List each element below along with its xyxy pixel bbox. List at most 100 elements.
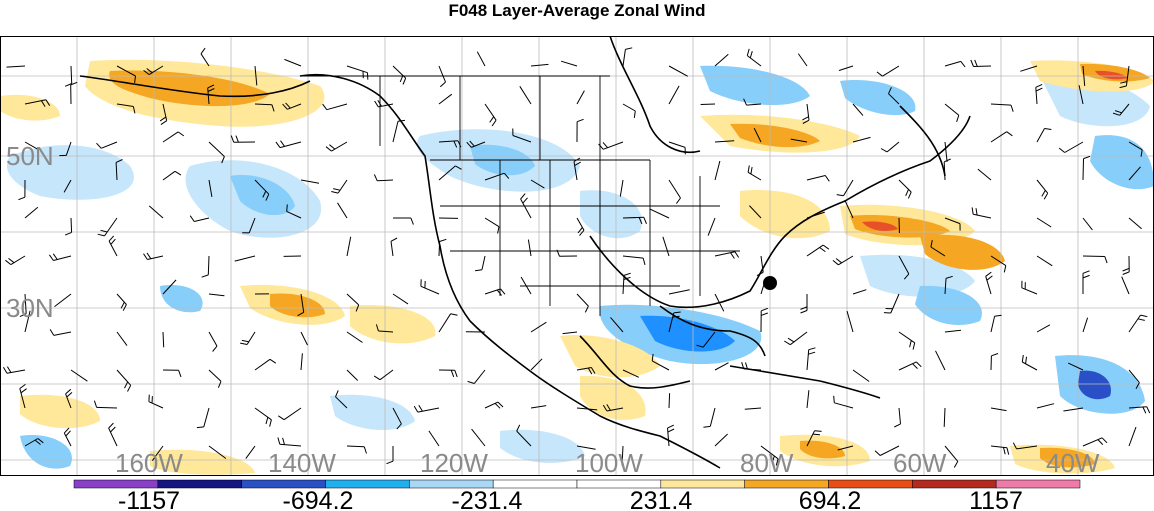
- wind-barb-flag: [623, 276, 631, 280]
- wind-barb-flag: [331, 191, 339, 194]
- wind-barb: [116, 369, 132, 386]
- wind-barb: [476, 51, 486, 67]
- wind-barb-flag: [1104, 256, 1108, 264]
- wind-barb: [1128, 314, 1141, 333]
- wind-barb-flag: [750, 167, 753, 175]
- wind-barb: [254, 103, 272, 106]
- wind-barb: [346, 293, 360, 306]
- wind-barb-flag: [800, 310, 808, 314]
- wind-barb: [852, 136, 871, 143]
- wind-barb-flag: [835, 258, 842, 264]
- wind-barb: [943, 161, 946, 181]
- shade-area: [1040, 447, 1095, 468]
- wind-barb-flag: [915, 361, 922, 368]
- wind-barb-flag: [143, 253, 148, 260]
- wind-barb-flag: [808, 347, 816, 351]
- wind-barb-flag: [994, 314, 1002, 317]
- wind-barb-flag: [322, 103, 328, 110]
- wind-barb-flag: [1135, 382, 1140, 389]
- colorbar-label: -694.2: [283, 487, 354, 511]
- wind-barb: [977, 168, 992, 181]
- wind-barb: [760, 445, 779, 460]
- wind-barb-flag: [390, 237, 398, 242]
- wind-barb-flag: [413, 405, 419, 413]
- wind-barb-flag: [19, 313, 27, 318]
- wind-barb: [651, 360, 670, 371]
- longitude-label-40w: 40W: [1046, 448, 1100, 476]
- wind-barb-flag: [207, 88, 215, 92]
- wind-barb: [898, 255, 910, 275]
- wind-barb: [1035, 87, 1038, 105]
- wind-barb-flag: [747, 165, 750, 173]
- wind-barb-flag: [819, 247, 826, 253]
- wind-barb-flag: [522, 197, 528, 204]
- wind-barb-flag: [110, 238, 116, 245]
- wind-barb-flag: [8, 258, 15, 264]
- wind-barb-flag: [734, 251, 740, 258]
- wind-barb-flag: [34, 439, 41, 445]
- wind-barb: [481, 255, 486, 270]
- wind-barb: [1036, 217, 1052, 228]
- wind-barb-flag: [65, 388, 72, 395]
- wind-barb-flag: [386, 460, 394, 465]
- wind-barb: [428, 430, 440, 447]
- wind-barbs: [2, 47, 1151, 468]
- wind-barb-flag: [143, 70, 150, 75]
- wind-barb: [944, 217, 961, 225]
- shade-area: [920, 234, 1005, 270]
- wind-barb: [24, 99, 47, 105]
- wind-barb: [520, 198, 532, 219]
- wind-barb: [438, 93, 453, 105]
- wind-barb-flag: [784, 340, 791, 346]
- wind-barb: [279, 443, 302, 447]
- wind-barb-flag: [497, 226, 500, 234]
- wind-barb: [527, 239, 532, 257]
- wind-barb: [300, 353, 303, 371]
- wind-barb-flag: [741, 362, 745, 370]
- wind-barb: [254, 358, 271, 371]
- wind-barb-flag: [500, 288, 506, 295]
- wind-barb: [1036, 403, 1055, 409]
- wind-barb-flag: [108, 422, 114, 429]
- wind-barb: [573, 161, 578, 181]
- wind-barb: [1082, 158, 1084, 181]
- wind-barb-flag: [49, 329, 55, 336]
- wind-barb-flag: [503, 172, 510, 179]
- wind-barb-flag: [642, 257, 646, 266]
- map-title: F048 Layer-Average Zonal Wind: [448, 1, 706, 20]
- wind-barb: [944, 329, 962, 333]
- wind-barb: [438, 140, 459, 143]
- wind-barb-flag: [743, 98, 747, 106]
- wind-barb-flag: [110, 426, 116, 433]
- wind-barb: [714, 53, 729, 67]
- wind-barb: [346, 331, 363, 343]
- latitude-label-50n: 50N: [6, 141, 54, 171]
- wind-barb: [286, 210, 302, 219]
- wind-barb: [162, 279, 177, 295]
- wind-barb: [207, 255, 210, 275]
- wind-barb: [852, 369, 870, 382]
- wind-barb-flag: [489, 116, 495, 123]
- wind-barb-flag: [491, 119, 497, 127]
- wind-barb-flag: [1006, 131, 1013, 137]
- wind-barb: [852, 103, 864, 116]
- wind-barb: [714, 433, 728, 447]
- wind-barb-flag: [944, 158, 951, 163]
- wind-barb: [668, 289, 690, 295]
- wind-barb: [973, 65, 992, 67]
- wind-barb-flag: [584, 305, 589, 313]
- wind-barb-flag: [160, 120, 167, 126]
- wind-barb-flag: [48, 254, 54, 261]
- wind-barb: [484, 288, 501, 295]
- wind-barb: [576, 293, 589, 307]
- wind-barb: [746, 55, 762, 67]
- wind-barb: [1036, 324, 1051, 333]
- wind-barb: [63, 179, 72, 193]
- wind-barb-flag: [880, 148, 888, 153]
- wind-barb: [473, 369, 486, 384]
- wind-barb-flag: [397, 119, 405, 122]
- wind-barb-flag: [775, 458, 779, 466]
- wind-barb: [838, 255, 854, 266]
- wind-barb: [346, 445, 365, 448]
- wind-barb: [560, 60, 578, 67]
